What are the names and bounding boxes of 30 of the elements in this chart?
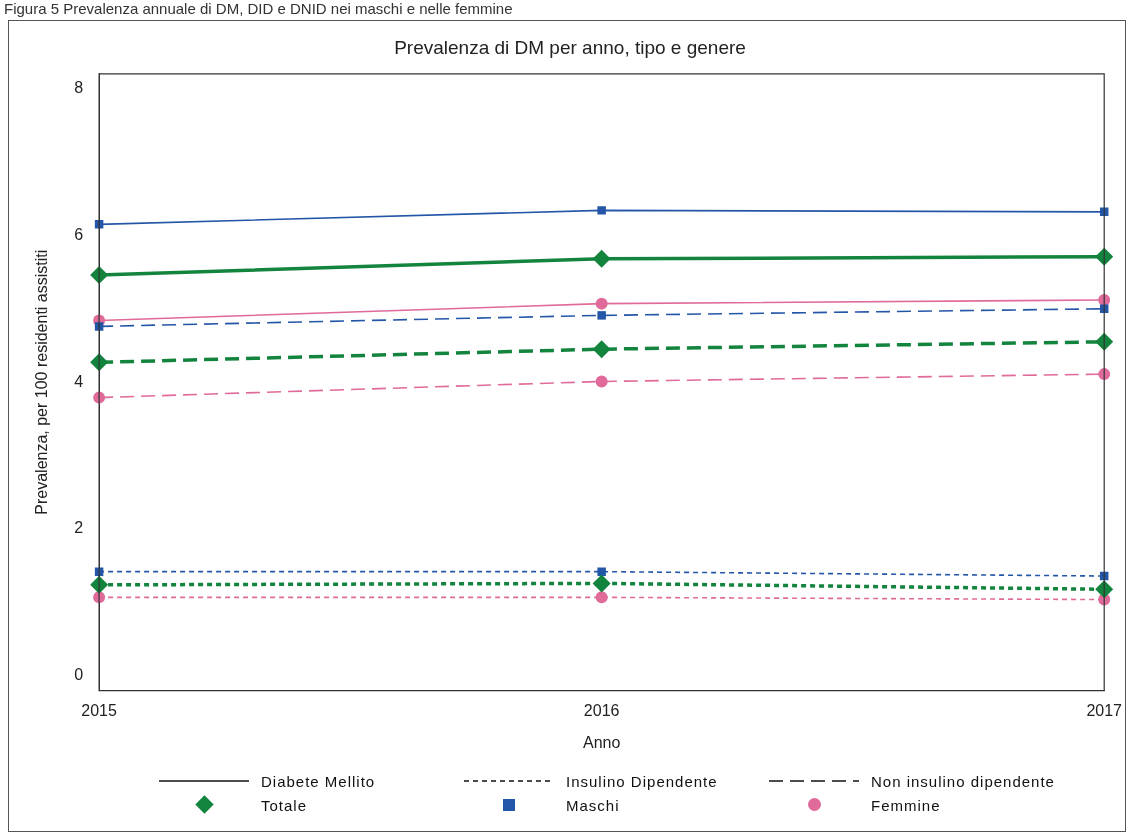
point bbox=[1095, 580, 1114, 599]
point bbox=[592, 574, 611, 593]
text: Totale bbox=[261, 796, 308, 814]
x-tick-label: 2015 bbox=[81, 701, 117, 719]
point bbox=[595, 591, 608, 604]
text: Insulino Dipendente bbox=[566, 772, 718, 790]
y-axis-title: Prevalenza, per 100 residenti assistiti bbox=[33, 249, 51, 515]
point bbox=[592, 249, 611, 268]
y-tick-label: 0 bbox=[74, 666, 84, 684]
point bbox=[597, 311, 606, 320]
y-tick-label: 8 bbox=[74, 78, 84, 96]
y-tick-label: 2 bbox=[74, 519, 84, 537]
text: Femmine bbox=[871, 796, 941, 814]
text: Maschi bbox=[566, 796, 620, 814]
y-tick-label: 6 bbox=[74, 225, 84, 243]
x-tick-label: 2016 bbox=[583, 701, 620, 719]
point bbox=[1098, 368, 1111, 381]
point bbox=[597, 567, 606, 576]
point bbox=[595, 297, 608, 310]
point bbox=[595, 375, 608, 388]
text: Diabete Mellito bbox=[261, 772, 376, 790]
x-tick-label: 2017 bbox=[1086, 701, 1123, 719]
point bbox=[1095, 247, 1114, 266]
text: Non insulino dipendente bbox=[871, 772, 1055, 790]
x-axis-title: Anno bbox=[582, 733, 621, 751]
point bbox=[597, 206, 606, 215]
chart-title: Prevalenza di DM per anno, tipo e genere bbox=[394, 36, 746, 58]
y-tick-label: 4 bbox=[74, 372, 84, 390]
text: Figura 5 Prevalenza annuale di DM, DID e DNID nei maschi e nelle femmine bbox=[3, 0, 514, 19]
point bbox=[592, 340, 611, 359]
